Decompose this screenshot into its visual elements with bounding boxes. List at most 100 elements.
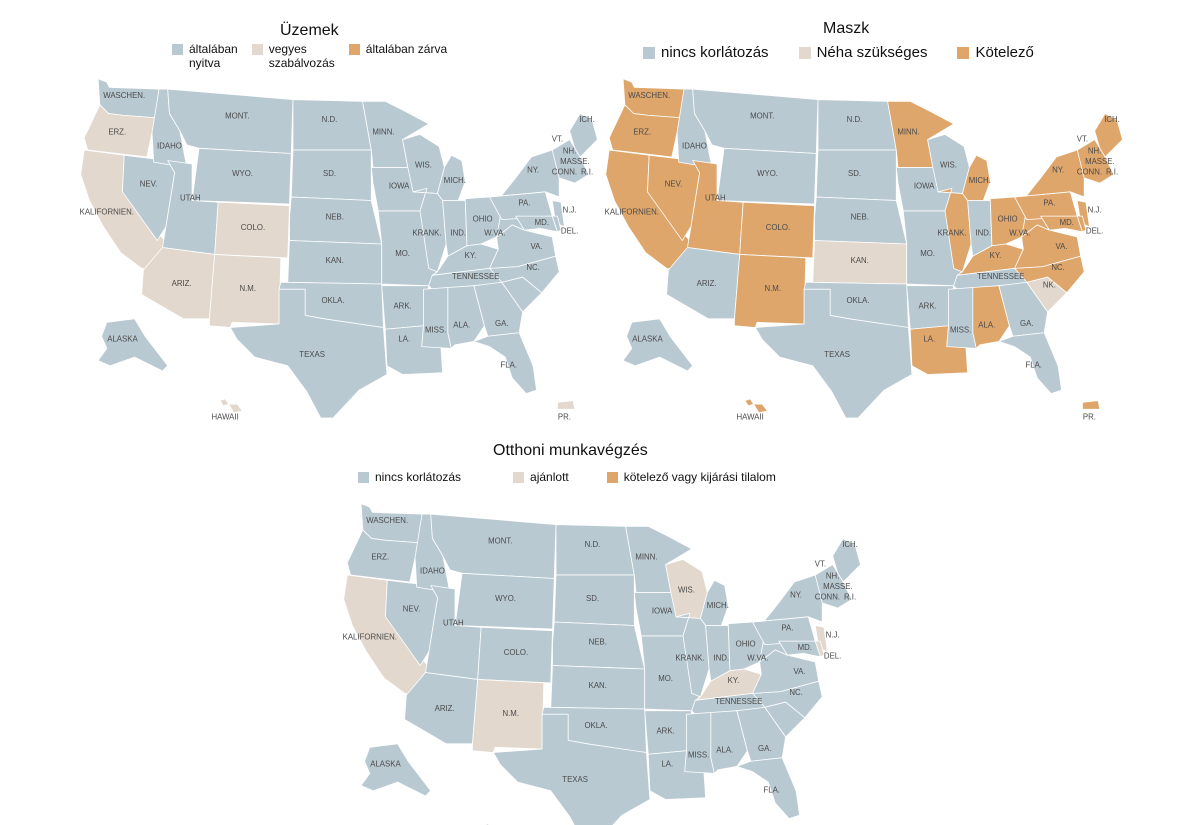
state-label-ct: CONN.	[1077, 167, 1102, 176]
swatch-blue	[643, 47, 655, 59]
swatch-orange	[606, 472, 618, 483]
state-label-ms: MISS.	[950, 326, 971, 335]
state-label-ma: MASSE.	[823, 582, 853, 591]
state-label-ky: KY.	[465, 251, 477, 260]
state-label-wv: W.VA.	[484, 228, 505, 237]
state-mt	[692, 88, 819, 154]
state-nm	[734, 254, 807, 328]
state-label-wy: WYO.	[232, 169, 253, 178]
state-tx	[229, 288, 388, 419]
state-ny	[1014, 149, 1085, 198]
state-label-mi: MICH.	[707, 601, 729, 610]
state-nd	[555, 524, 635, 576]
state-label-az: ARIZ.	[172, 279, 192, 288]
swatch-blue	[358, 472, 369, 483]
state-label-nc: NC.	[1051, 263, 1064, 272]
state-label-mi: MICH.	[444, 176, 466, 185]
state-label-or: ERZ.	[633, 127, 651, 136]
state-label-co: COLO.	[766, 223, 790, 232]
state-label-tx: TEXAS	[299, 350, 325, 359]
state-label-wv: W.VA.	[1009, 228, 1030, 237]
state-label-va: VA.	[531, 242, 543, 251]
state-label-mt: MONT.	[225, 112, 249, 121]
state-label-nv: NEV.	[665, 180, 683, 189]
state-label-ia: IOWA	[652, 606, 673, 615]
state-label-wi: WIS.	[415, 160, 432, 169]
state-label-ma: MASSE.	[560, 157, 590, 166]
state-ny	[489, 149, 560, 198]
state-label-wi: WIS.	[678, 585, 695, 594]
state-label-de: DEL.	[1086, 227, 1103, 236]
state-label-nm: N.M.	[764, 284, 781, 293]
legend: nincs korlátozás Néha szükséges Kötelező	[643, 44, 1034, 61]
state-label-oh: OHIO	[736, 639, 756, 648]
state-label-ri: R.I.	[844, 592, 856, 601]
state-label-ak: ALASKA	[107, 334, 138, 343]
us-map: WASCHEN. ERZ. KALIFORNIEN. NEV. IDAHO MONT. WY…	[605, 78, 1123, 422]
state-label-ar: ARK.	[393, 301, 411, 310]
state-label-mo: MO.	[920, 249, 935, 258]
state-label-sc_alt: NK.	[1043, 281, 1056, 290]
state-ne_n	[1076, 139, 1115, 184]
state-label-wa: WASCHEN.	[103, 91, 145, 100]
state-label-nd: N.D.	[585, 540, 601, 549]
state-pr	[1082, 400, 1101, 410]
state-label-pr: PR.	[1083, 413, 1096, 422]
state-label-ny: NY.	[1052, 166, 1064, 175]
state-label-la: LA.	[398, 334, 410, 343]
state-label-wy: WYO.	[495, 594, 516, 603]
state-fl	[473, 332, 537, 395]
state-label-il: KRANK.	[937, 228, 966, 237]
state-ne_n	[551, 139, 590, 184]
state-label-ri: R.I.	[581, 167, 593, 176]
legend: nincs korlátozás ajánlott kötelező vagy …	[358, 470, 776, 484]
state-label-mt: MONT.	[488, 537, 512, 546]
state-label-vt: VT.	[552, 134, 563, 143]
state-label-ut: UTAH	[705, 194, 726, 203]
state-label-md: MD.	[798, 643, 812, 652]
legend-item-none: nincs korlátozás	[643, 44, 769, 61]
state-label-ms: MISS.	[425, 326, 446, 335]
legend-item-sometimes: Néha szükséges	[798, 44, 927, 61]
state-label-ny: NY.	[790, 591, 802, 600]
state-label-al: ALA.	[453, 321, 470, 330]
state-label-pr: PR.	[558, 413, 571, 422]
state-de	[551, 215, 562, 233]
state-label-la: LA.	[661, 759, 673, 768]
legend-item-mandatory: kötelező vagy kijárási tilalom	[606, 470, 776, 484]
state-label-mn: MINN.	[372, 127, 394, 136]
state-label-wa: WASCHEN.	[366, 516, 408, 525]
state-label-in: IND.	[975, 228, 991, 237]
panel-title: Otthoni munkavégzés	[493, 442, 648, 459]
state-label-vt: VT.	[815, 559, 826, 568]
state-md	[1040, 215, 1083, 233]
state-de	[1076, 215, 1087, 233]
state-label-al: ALA.	[716, 746, 733, 755]
state-label-mn: MINN.	[897, 127, 919, 136]
legend-item-none: nincs korlátozás	[358, 470, 461, 484]
state-label-ri: R.I.	[1106, 167, 1118, 176]
state-fl	[998, 332, 1062, 395]
state-label-ks: KAN.	[589, 681, 607, 690]
state-label-ct: CONN.	[552, 167, 577, 176]
state-label-ky: KY.	[990, 251, 1002, 260]
state-label-ny: NY.	[527, 166, 539, 175]
legend-item-mixed: vegyes szabálvozás	[251, 42, 335, 70]
state-label-al: ALA.	[978, 321, 995, 330]
state-label-va: VA.	[794, 667, 806, 676]
state-co	[477, 626, 553, 684]
state-label-ut: UTAH	[443, 619, 464, 628]
state-mt	[167, 88, 294, 154]
legend: általában nyitva vegyes szabálvozás álta…	[172, 42, 447, 70]
state-label-nh: NH.	[826, 572, 839, 581]
legend-label: kötelező vagy kijárási tilalom	[623, 470, 776, 484]
state-label-co: COLO.	[504, 648, 528, 657]
legend-label: Kötelező	[975, 44, 1034, 61]
us-map: WASCHEN. ERZ. KALIFORNIEN. NEV. IDAHO MONT. WY…	[343, 503, 861, 825]
legend-label: általában nyitva	[189, 42, 238, 70]
state-label-ok: OKLA.	[321, 296, 344, 305]
state-nm	[209, 254, 282, 328]
state-label-ak: ALASKA	[370, 759, 401, 768]
state-tx	[754, 288, 913, 419]
state-nd	[817, 99, 897, 151]
